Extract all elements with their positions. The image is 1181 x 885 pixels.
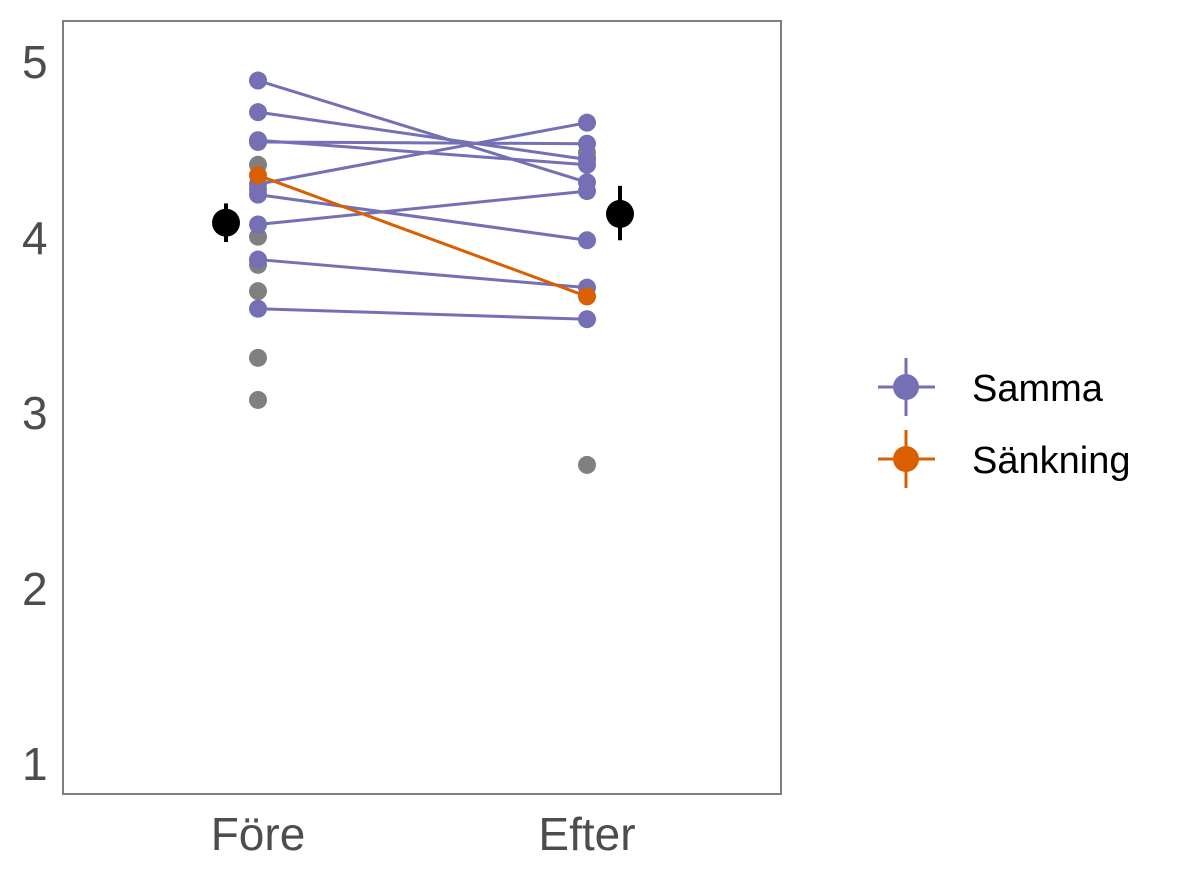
point-samma (578, 113, 596, 132)
y-tick-label: 5 (22, 36, 48, 88)
point-samma (249, 103, 267, 122)
y-tick-label: 3 (22, 387, 48, 439)
mean-point (606, 199, 634, 228)
pair-line-samma (257, 79, 588, 184)
legend-key-sankning (878, 430, 935, 488)
pair-line-sankning (257, 173, 588, 298)
pair-line-samma (257, 110, 588, 162)
plot-area (212, 71, 634, 474)
pair-line-samma (257, 140, 588, 146)
legend-label-samma: Samma (972, 368, 1104, 410)
point-samma (578, 231, 596, 250)
pair-line-samma (257, 307, 588, 321)
point-sankning (578, 287, 596, 306)
mean-point (212, 208, 240, 237)
point-samma (249, 185, 267, 204)
y-tick-label: 1 (22, 738, 48, 790)
x-tick-label-fore: Före (211, 808, 306, 860)
pair-line-samma (257, 121, 588, 186)
point-samma (578, 155, 596, 174)
point-samma (249, 71, 267, 90)
point-samma (578, 182, 596, 201)
point-samma (249, 250, 267, 269)
legend: Samma Sänkning (878, 358, 1130, 488)
legend-key-samma (878, 358, 935, 416)
point-sankning (249, 166, 267, 185)
legend-label-sankning: Sänkning (972, 440, 1130, 482)
excluded-point (249, 348, 267, 367)
excluded-point (249, 390, 267, 409)
excluded-point (249, 282, 267, 301)
point-samma (249, 215, 267, 234)
pair-line-samma (257, 189, 588, 226)
y-axis: 1 2 3 4 5 (22, 36, 48, 790)
excluded-point (578, 455, 596, 474)
pair-line-samma (257, 193, 588, 242)
point-samma (578, 310, 596, 329)
y-tick-label: 4 (22, 212, 48, 264)
plot-panel-border (62, 20, 782, 795)
x-tick-label-efter: Efter (538, 808, 635, 860)
point-samma (249, 299, 267, 318)
point-samma (249, 132, 267, 151)
y-tick-label: 2 (22, 563, 48, 615)
point-samma (578, 134, 596, 153)
pair-line-samma (257, 258, 588, 290)
x-axis: Före Efter (211, 808, 636, 860)
